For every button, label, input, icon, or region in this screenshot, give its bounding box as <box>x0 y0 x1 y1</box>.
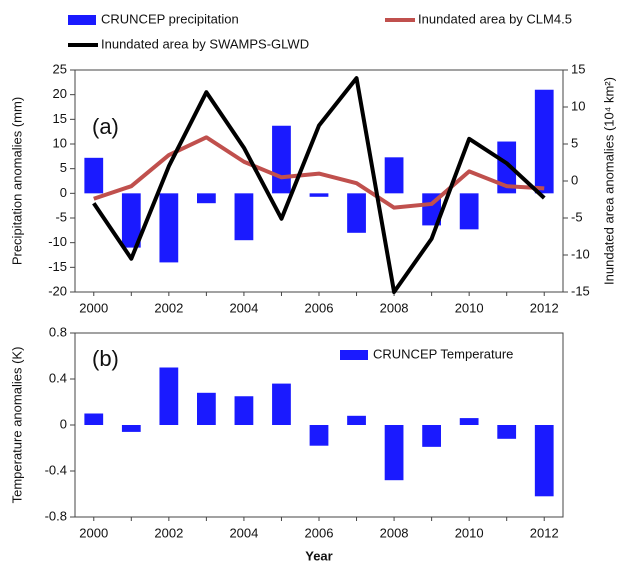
y-tick-label: 20 <box>53 86 67 101</box>
x-tick-label: 2006 <box>305 300 334 315</box>
bar <box>197 392 216 425</box>
y2-tick-label: 0 <box>571 172 578 187</box>
bar <box>84 157 104 194</box>
x-tick-label: 2002 <box>154 300 183 315</box>
y-tick-label: -5 <box>55 209 67 224</box>
y-tick-label: -15 <box>48 259 67 274</box>
x-tick-label: 2012 <box>530 525 559 540</box>
x-tick-label: 2004 <box>229 525 258 540</box>
x-tick-label: 2002 <box>154 525 183 540</box>
x-tick-label: 2010 <box>455 300 484 315</box>
y2-tick-label: 5 <box>571 135 578 150</box>
bar <box>309 425 329 446</box>
y2-tick-label: 10 <box>571 98 585 113</box>
legend-label: Inundated area by SWAMPS-GLWD <box>101 36 309 51</box>
y-tick-label: -10 <box>48 234 67 249</box>
y-tick-label: 10 <box>53 135 67 150</box>
y-tick-label: 0.4 <box>49 370 67 385</box>
y2-tick-label: -10 <box>571 246 590 261</box>
bar <box>234 396 254 425</box>
legend-swatch <box>340 350 368 360</box>
legend-label: Inundated area by CLM4.5 <box>418 11 572 26</box>
x-axis-title: Year <box>305 548 332 563</box>
bar <box>272 383 291 425</box>
y-tick-label: 5 <box>60 160 67 175</box>
bar <box>497 425 517 439</box>
y-tick-label: -20 <box>48 283 67 298</box>
y-axis-title: Temperature anomalies (K) <box>9 347 24 504</box>
bar <box>159 193 179 263</box>
legend-label: CRUNCEP Temperature <box>373 346 513 361</box>
legend-swatch <box>68 15 96 25</box>
bar <box>384 425 404 481</box>
legend-label: CRUNCEP precipitation <box>101 11 239 26</box>
line <box>93 135 545 210</box>
x-tick-label: 2010 <box>455 525 484 540</box>
x-tick-label: 2008 <box>380 300 409 315</box>
bar <box>534 89 554 194</box>
y-tick-label: 25 <box>53 61 67 76</box>
bar <box>121 425 141 432</box>
bar <box>422 425 441 447</box>
bar <box>159 367 179 425</box>
y-tick-label: 0 <box>60 185 67 200</box>
bar <box>459 418 479 425</box>
bar <box>384 157 404 194</box>
y2-tick-label: -15 <box>571 283 590 298</box>
x-tick-label: 2008 <box>380 525 409 540</box>
x-tick-label: 2004 <box>229 300 258 315</box>
y2-axis-title: Inundated area anomalies (10⁴ km²) <box>601 77 616 285</box>
y-tick-label: 0 <box>60 416 67 431</box>
bar <box>197 193 216 204</box>
bar <box>497 141 517 194</box>
y2-tick-label: -5 <box>571 209 583 224</box>
bar <box>534 425 554 497</box>
line <box>92 76 546 294</box>
x-tick-label: 2006 <box>305 525 334 540</box>
panel-label: (a) <box>92 114 119 139</box>
bar <box>121 193 141 248</box>
y-tick-label: 0.8 <box>49 324 67 339</box>
bar <box>347 415 366 425</box>
x-tick-label: 2000 <box>79 300 108 315</box>
y-axis-title: Precipitation anomalies (mm) <box>9 97 24 265</box>
bar <box>347 193 366 233</box>
y-tick-label: -0.8 <box>45 508 67 523</box>
bar <box>272 125 291 194</box>
bar <box>84 413 104 425</box>
y2-tick-label: 15 <box>571 61 585 76</box>
bar <box>309 193 329 197</box>
x-tick-label: 2000 <box>79 525 108 540</box>
y-tick-label: 15 <box>53 111 67 126</box>
panel-label: (b) <box>92 346 119 371</box>
bar <box>234 193 254 241</box>
bar <box>459 193 479 230</box>
y-tick-label: -0.4 <box>45 462 67 477</box>
x-tick-label: 2012 <box>530 300 559 315</box>
